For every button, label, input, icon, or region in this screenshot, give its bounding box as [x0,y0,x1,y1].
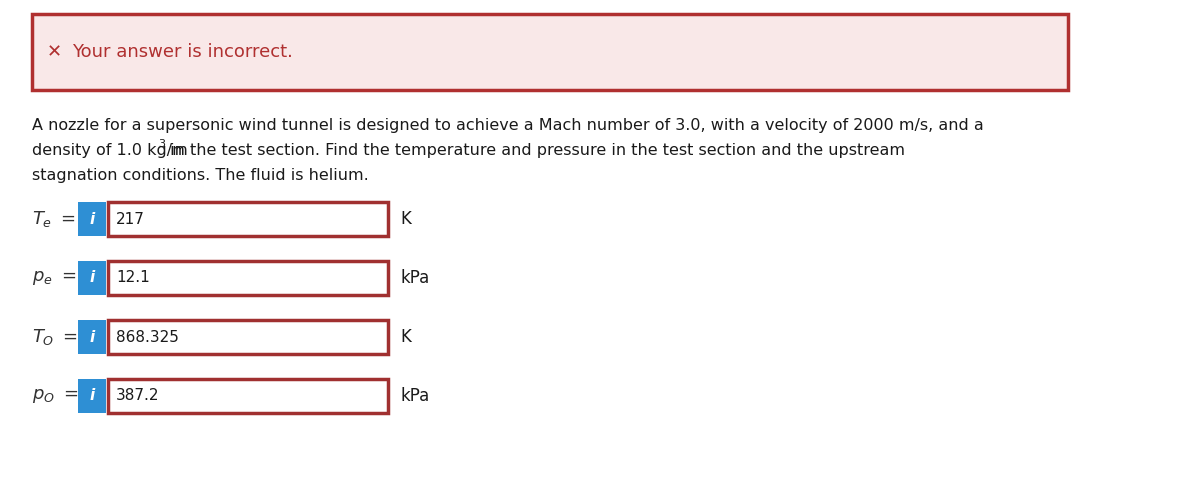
Text: $\mathit{T}_{O}$$\ =$: $\mathit{T}_{O}$$\ =$ [32,327,78,347]
Text: $\mathit{T}_{e}$$\ =$: $\mathit{T}_{e}$$\ =$ [32,209,76,229]
Text: kPa: kPa [400,269,430,287]
Text: i: i [89,211,95,227]
FancyBboxPatch shape [78,261,106,295]
Text: 12.1: 12.1 [116,271,150,286]
Text: 3: 3 [157,139,164,149]
Text: A nozzle for a supersonic wind tunnel is designed to achieve a Mach number of 3.: A nozzle for a supersonic wind tunnel is… [32,118,984,133]
FancyBboxPatch shape [78,320,106,354]
Text: Your answer is incorrect.: Your answer is incorrect. [72,43,293,61]
Text: $\mathit{p}_{O}$$\ =$: $\mathit{p}_{O}$$\ =$ [32,387,78,405]
Text: i: i [89,271,95,286]
Text: kPa: kPa [400,387,430,405]
FancyBboxPatch shape [108,379,388,413]
Text: 868.325: 868.325 [116,329,179,344]
Text: ✕: ✕ [47,43,61,61]
FancyBboxPatch shape [108,320,388,354]
Text: K: K [400,328,410,346]
Text: 217: 217 [116,211,145,227]
FancyBboxPatch shape [78,202,106,236]
Text: in the test section. Find the temperature and pressure in the test section and t: in the test section. Find the temperatur… [164,143,905,158]
Text: density of 1.0 kg/m: density of 1.0 kg/m [32,143,187,158]
Text: $\mathit{p}_{e}$$\ =$: $\mathit{p}_{e}$$\ =$ [32,269,77,287]
Text: i: i [89,388,95,404]
FancyBboxPatch shape [32,14,1068,90]
FancyBboxPatch shape [108,261,388,295]
Text: stagnation conditions. The fluid is helium.: stagnation conditions. The fluid is heli… [32,168,368,183]
Text: K: K [400,210,410,228]
FancyBboxPatch shape [78,379,106,413]
FancyBboxPatch shape [108,202,388,236]
Text: i: i [89,329,95,344]
Text: 387.2: 387.2 [116,388,160,404]
